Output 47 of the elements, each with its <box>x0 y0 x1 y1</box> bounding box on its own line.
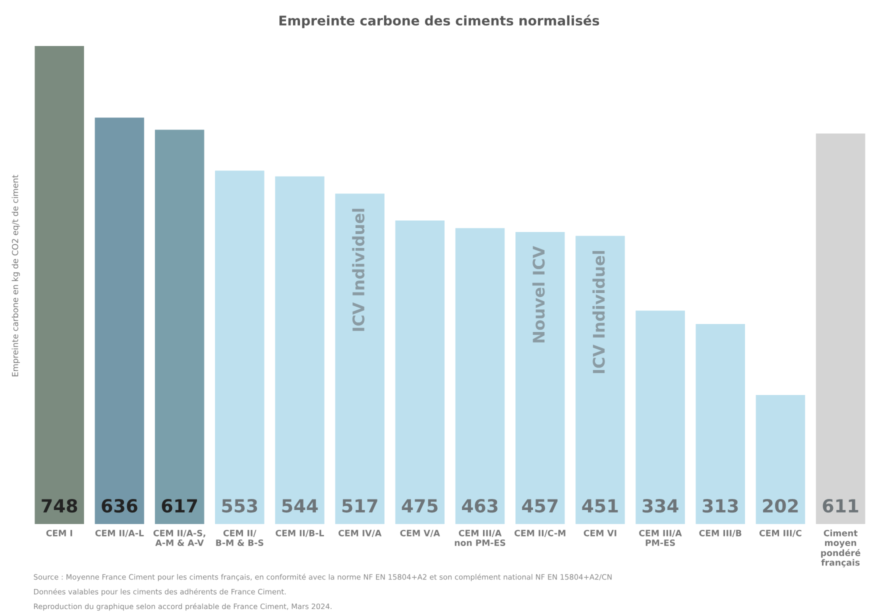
data-label: 636 <box>102 498 138 513</box>
bar <box>636 310 685 524</box>
bar <box>275 176 324 524</box>
x-tick-label: CEM III/A PM-ES <box>639 530 682 546</box>
x-tick-label: CEM II/C-M <box>514 530 566 538</box>
chart-title: Empreinte carbone des ciments normalisés <box>279 14 600 28</box>
data-label: 611 <box>822 498 858 513</box>
annotation: ICV Individuel <box>592 251 605 374</box>
y-axis-title: Empreinte carbone en kg de CO2 eq/t de ciment <box>12 174 20 376</box>
annotation: Nouvel ICV <box>532 246 545 342</box>
data-label: 748 <box>42 498 78 513</box>
bar <box>756 394 806 524</box>
data-label: 313 <box>702 498 738 513</box>
data-label: 544 <box>282 499 318 513</box>
data-label: 451 <box>582 499 618 513</box>
data-label: 463 <box>462 498 498 513</box>
bar <box>154 130 204 524</box>
data-label: 334 <box>642 498 678 513</box>
x-tick-label: CEM IV/A <box>338 530 382 538</box>
x-tick-label: CEM III/B <box>699 530 742 538</box>
x-tick-label: CEM V/A <box>400 530 440 538</box>
bar <box>94 118 144 524</box>
x-tick-label: CEM II/B-L <box>276 530 324 538</box>
bar <box>576 236 625 524</box>
bar <box>515 232 565 524</box>
data-label: 202 <box>763 498 798 513</box>
x-tick-label: CEM III/A non PM-ES <box>454 530 506 546</box>
x-tick-label: CEM III/C <box>759 530 802 538</box>
bar <box>816 134 866 524</box>
bar <box>696 324 746 524</box>
x-tick-label: CEM II/ B-M & B-S <box>216 530 264 546</box>
bar <box>34 46 84 524</box>
x-tick-label: CEM II/A-S, A-M & A-V <box>153 530 206 546</box>
bar <box>335 194 384 524</box>
data-label: 475 <box>402 499 438 513</box>
x-tick-label: Ciment moyen pondéré français <box>821 530 860 568</box>
data-label: 517 <box>342 499 378 513</box>
x-tick-label: CEM II/A-L <box>95 530 144 538</box>
x-tick-label: CEM I <box>46 530 72 536</box>
data-label: 457 <box>522 499 558 513</box>
bar <box>455 228 505 524</box>
annotation: ICV Individuel <box>352 208 364 331</box>
data-label: 617 <box>162 498 197 513</box>
data-label: 553 <box>222 498 258 513</box>
x-tick-label: CEM VI <box>584 530 616 536</box>
bar <box>215 170 264 524</box>
bar <box>395 220 445 524</box>
